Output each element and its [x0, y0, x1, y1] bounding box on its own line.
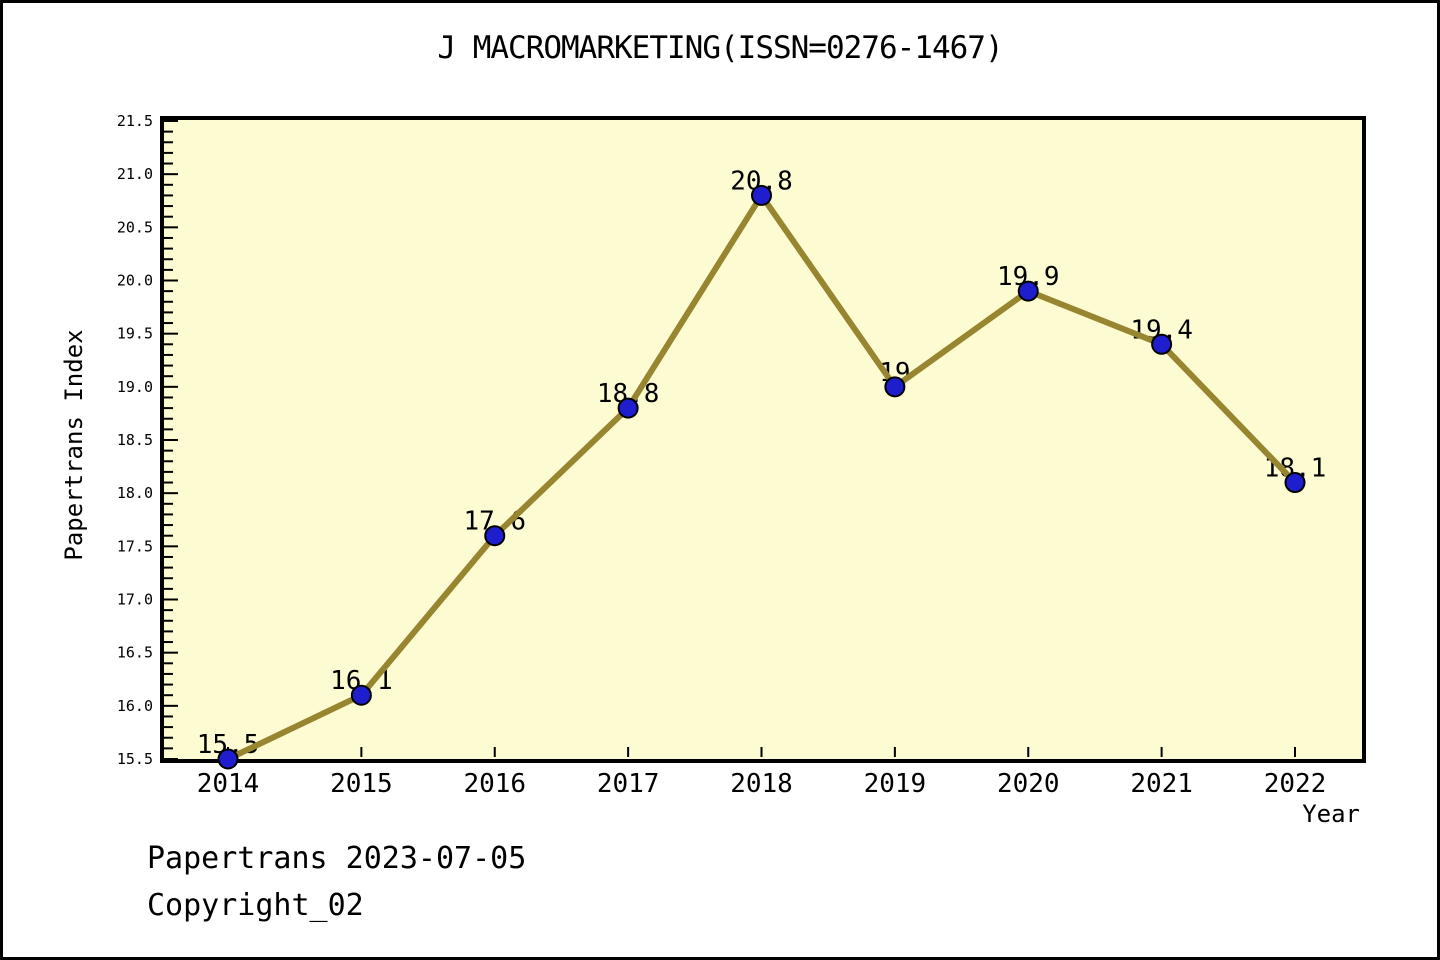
- x-tick-label: 2022: [1264, 769, 1327, 799]
- data-point-marker: [751, 184, 772, 206]
- data-point-markers: [217, 184, 1306, 770]
- y-tick-label: 20.5: [117, 218, 153, 236]
- line-chart: 15.5 16.0 16.5 17.0 17.5 18.0 18.5 19.0 19.5 20.0…: [117, 112, 1366, 828]
- x-tick-label: 2016: [463, 769, 526, 799]
- y-axis-tick-labels: 15.5 16.0 16.5 17.0 17.5 18.0 18.5 19.0 19.5 20.0…: [117, 112, 153, 768]
- plot-area: [162, 118, 1364, 761]
- x-tick-label: 2017: [597, 769, 660, 799]
- footer-date: Papertrans 2023-07-05: [147, 841, 527, 876]
- x-tick-label: 2020: [997, 769, 1060, 799]
- data-point-marker: [350, 684, 372, 706]
- y-tick-label: 21.0: [117, 165, 153, 183]
- y-tick-label: 17.0: [117, 591, 153, 609]
- x-tick-label: 2018: [730, 769, 793, 799]
- x-tick-label: 2021: [1130, 769, 1193, 799]
- x-tick-label: 2015: [330, 769, 393, 799]
- y-tick-label: 18.5: [117, 431, 153, 449]
- data-point-marker: [617, 397, 639, 419]
- y-tick-label: 15.5: [117, 750, 153, 768]
- x-axis-ticks: [227, 747, 1296, 757]
- x-tick-label: 2019: [864, 769, 927, 799]
- y-tick-label: 20.0: [117, 272, 153, 290]
- y-tick-label: 16.0: [117, 697, 153, 715]
- data-point-marker: [484, 525, 506, 547]
- data-point-marker: [884, 376, 906, 398]
- x-axis-tick-labels: 2014 2015 2016 2017 2018 2019 2020 2021 2022: [197, 769, 1327, 799]
- y-tick-label: 21.5: [117, 112, 153, 130]
- data-point-marker: [1284, 472, 1306, 494]
- y-tick-label: 17.5: [117, 537, 153, 555]
- footer-copyright: Copyright_02: [147, 888, 364, 923]
- y-tick-label: 19.0: [117, 378, 153, 396]
- data-point-marker: [1151, 333, 1173, 355]
- y-tick-label: 16.5: [117, 644, 153, 662]
- y-tick-label: 19.5: [117, 325, 153, 343]
- plot-border: [160, 116, 1366, 763]
- x-axis-title: Year: [1302, 800, 1360, 828]
- y-tick-label: 18.0: [117, 484, 153, 502]
- x-tick-label: 2014: [197, 769, 260, 799]
- chart-title: J MACROMARKETING(ISSN=0276-1467): [437, 30, 1003, 66]
- data-point-marker: [1017, 280, 1039, 302]
- data-point-marker: [217, 748, 239, 770]
